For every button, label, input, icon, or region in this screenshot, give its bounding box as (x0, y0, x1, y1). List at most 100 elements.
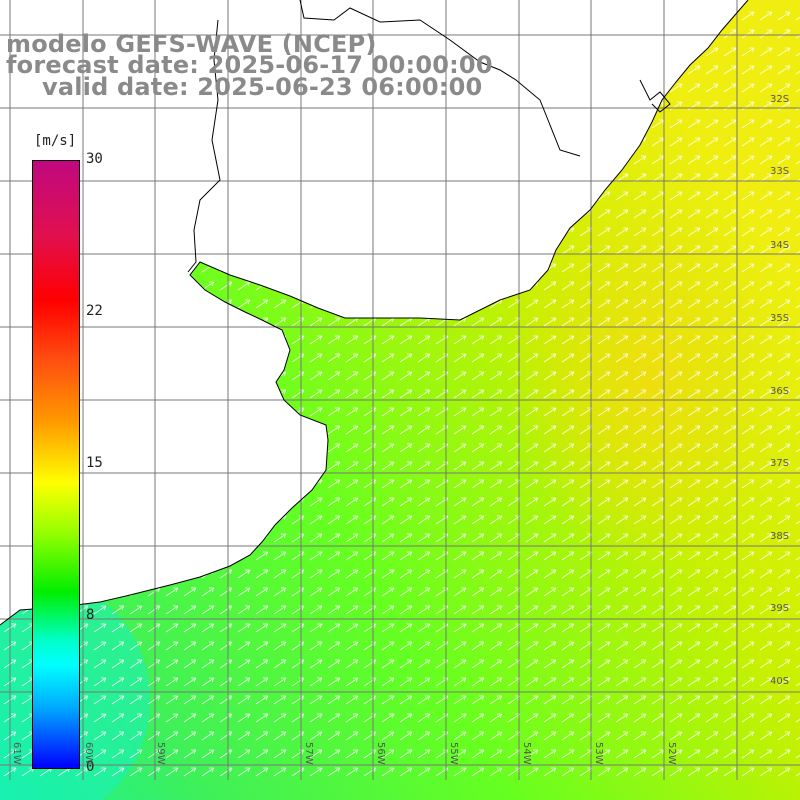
wind-arrow (165, 587, 179, 597)
wind-arrow (489, 605, 503, 615)
wind-arrow (129, 623, 143, 633)
wind-arrow (237, 461, 251, 471)
wind-arrow (147, 101, 161, 111)
wind-arrow (579, 101, 593, 111)
wind-arrow (111, 713, 125, 723)
wind-arrow (741, 101, 755, 111)
wind-arrow (597, 443, 611, 453)
wind-arrow (273, 731, 287, 741)
wind-arrow (165, 623, 179, 633)
wind-arrow (561, 605, 575, 615)
wind-arrow (417, 749, 431, 759)
wind-arrow (543, 533, 557, 543)
wind-arrow (525, 605, 539, 615)
wind-arrow (471, 299, 485, 309)
wind-arrow (705, 425, 719, 435)
wind-arrow (741, 443, 755, 453)
wind-arrow (309, 587, 323, 597)
wind-arrow (561, 155, 575, 165)
wind-arrow (237, 677, 251, 687)
wind-arrow (723, 191, 737, 201)
wind-arrow (489, 209, 503, 219)
wind-arrow (471, 479, 485, 489)
wind-arrow (219, 245, 233, 255)
wind-arrow (759, 461, 773, 471)
wind-arrow (525, 353, 539, 363)
wind-arrow (183, 119, 197, 129)
wind-arrow (615, 263, 629, 273)
wind-arrow (525, 245, 539, 255)
wind-arrow (705, 263, 719, 273)
wind-arrow (795, 461, 800, 471)
wind-arrow (93, 713, 107, 723)
wind-arrow (543, 587, 557, 597)
wind-arrow (399, 443, 413, 453)
wind-arrow (759, 587, 773, 597)
wind-arrow (201, 533, 215, 543)
coastline (0, 0, 749, 626)
wind-arrow (597, 695, 611, 705)
wind-arrow (687, 515, 701, 525)
wind-arrow (381, 29, 395, 39)
wind-arrow (669, 353, 683, 363)
wind-arrow (633, 353, 647, 363)
wind-arrow (345, 353, 359, 363)
wind-arrow (705, 101, 719, 111)
wind-arrow (543, 677, 557, 687)
wind-arrow (489, 29, 503, 39)
wind-arrow (219, 191, 233, 201)
wind-arrow (345, 191, 359, 201)
wind-arrow (597, 425, 611, 435)
wind-arrow (399, 659, 413, 669)
wind-arrow (705, 623, 719, 633)
wind-arrow (759, 479, 773, 489)
wind-arrow (795, 191, 800, 201)
wind-arrow (471, 767, 485, 777)
wind-arrow (453, 695, 467, 705)
wind-arrow (201, 371, 215, 381)
wind-arrow (615, 101, 629, 111)
wind-arrow (183, 461, 197, 471)
wind-arrow (615, 245, 629, 255)
wind-arrow (345, 227, 359, 237)
wind-arrow (147, 371, 161, 381)
wind-arrow (345, 101, 359, 111)
wind-arrow (327, 155, 341, 165)
wind-arrow (399, 587, 413, 597)
wind-arrow (399, 137, 413, 147)
wind-arrow (669, 191, 683, 201)
wind-arrow (543, 317, 557, 327)
wind-arrow (75, 101, 89, 111)
wind-arrow (111, 587, 125, 597)
wind-arrow (345, 515, 359, 525)
wind-arrow (777, 101, 791, 111)
wind-arrow (741, 371, 755, 381)
wind-arrow (543, 11, 557, 21)
wind-arrow (327, 11, 341, 21)
wind-arrow (741, 11, 755, 21)
wind-arrow (399, 245, 413, 255)
wind-arrow (705, 65, 719, 75)
wind-arrow (723, 65, 737, 75)
wind-arrow (381, 587, 395, 597)
wind-arrow (255, 389, 269, 399)
wind-arrow (471, 497, 485, 507)
wind-arrow (183, 281, 197, 291)
wind-arrow (687, 29, 701, 39)
wind-arrow (129, 731, 143, 741)
wind-arrow (633, 497, 647, 507)
wind-arrow (111, 749, 125, 759)
wind-arrow (165, 767, 179, 777)
wind-arrow (255, 479, 269, 489)
wind-arrow (237, 191, 251, 201)
wind-arrow (273, 497, 287, 507)
wind-arrow (183, 695, 197, 705)
wind-arrow (561, 353, 575, 363)
wind-arrow (471, 263, 485, 273)
wind-arrow (417, 587, 431, 597)
wind-arrow (21, 119, 35, 129)
wind-arrow (147, 695, 161, 705)
wind-arrow (633, 713, 647, 723)
wind-arrow (363, 101, 377, 111)
wind-arrow (237, 263, 251, 273)
